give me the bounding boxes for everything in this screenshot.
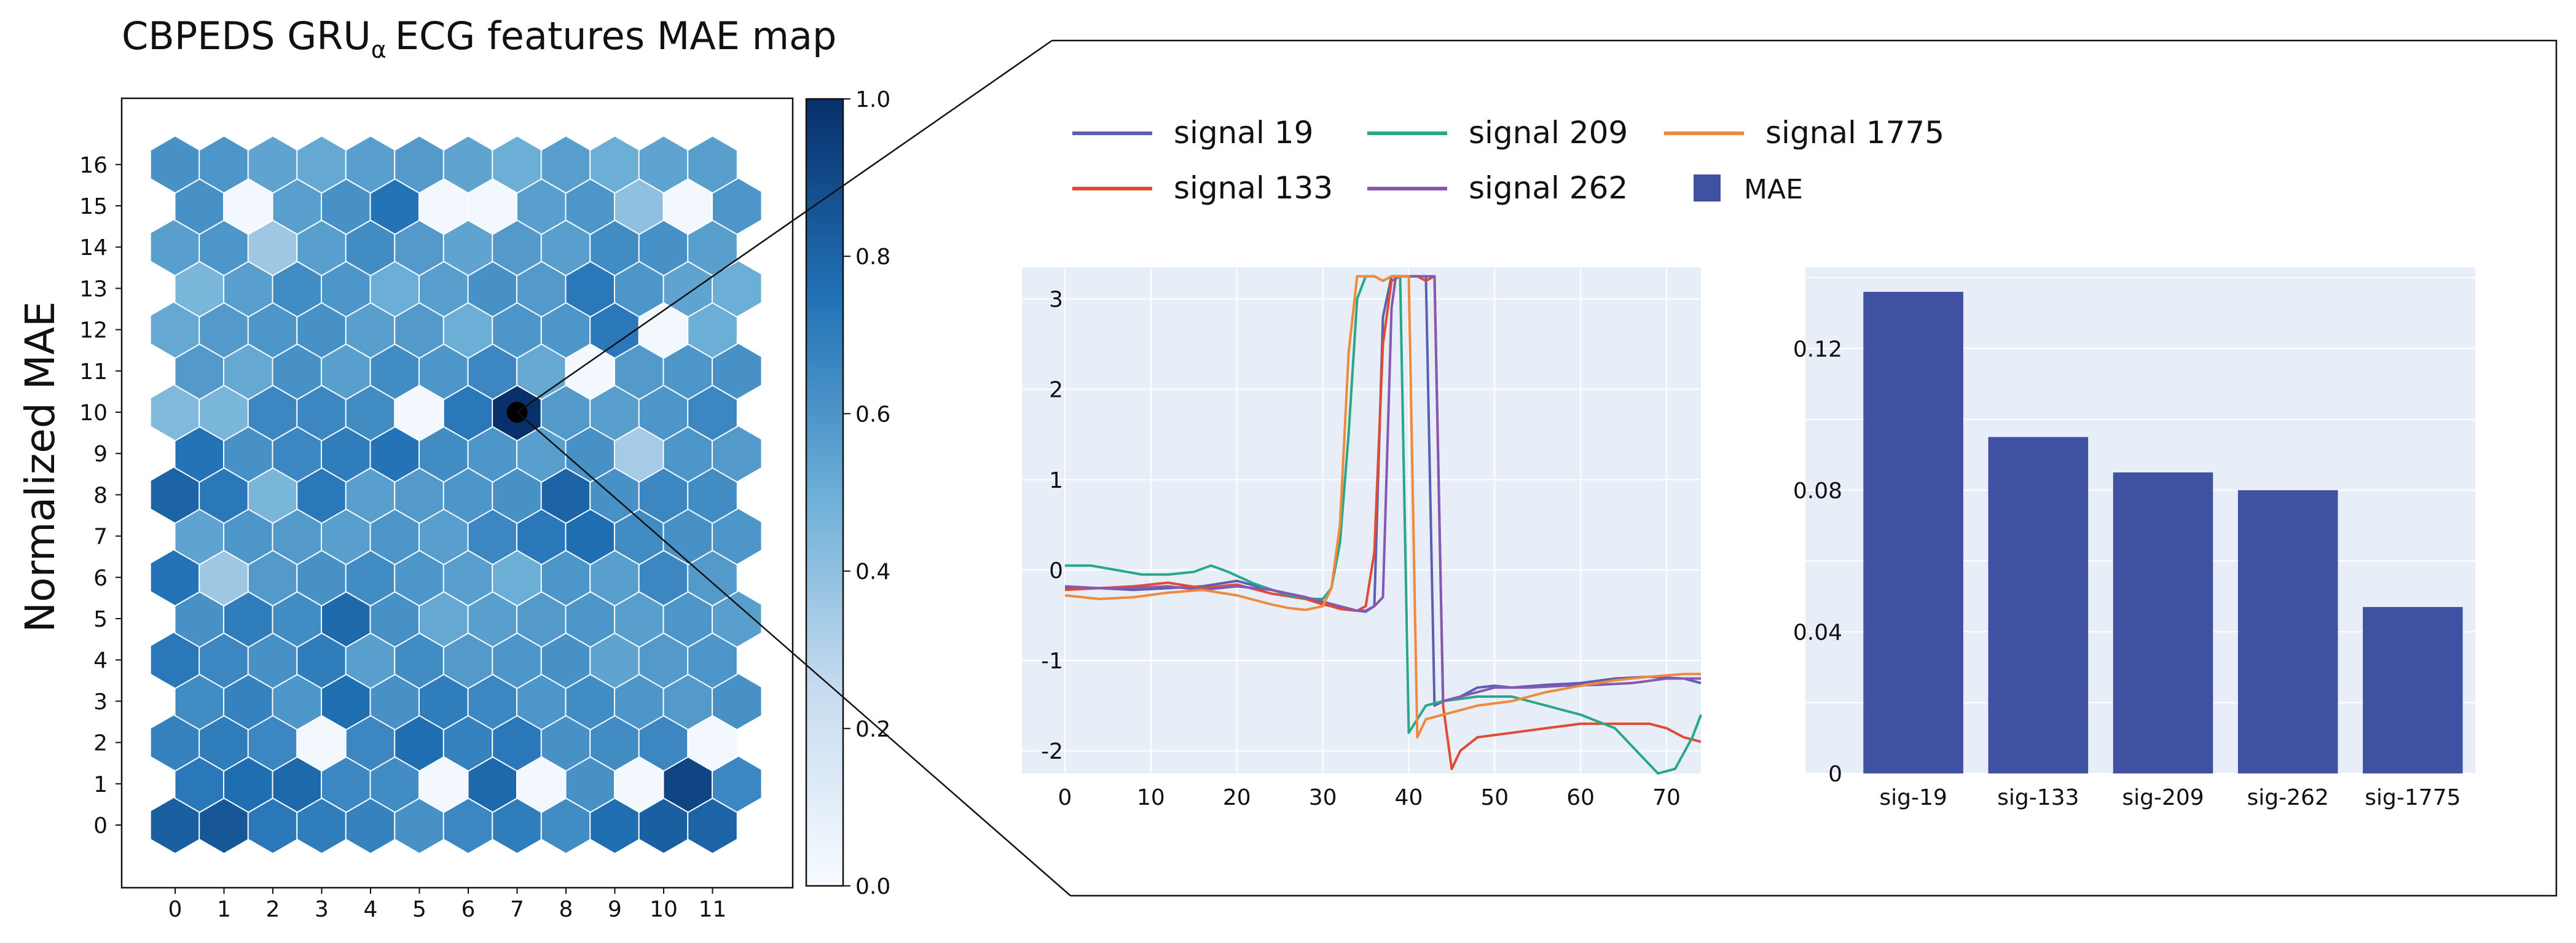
- hm-xtick-label: 4: [364, 897, 378, 922]
- legend: signal 19 signal 209 signal 1775 signal 133…: [1072, 115, 1944, 206]
- heatmap-x-ticks: 0 1 2 3 4 5 6 7 8 9 10 11: [168, 888, 727, 922]
- line-ytick-label: -2: [1041, 739, 1063, 764]
- line-xtick-label: 0: [1058, 785, 1072, 810]
- hm-ytick-label: 7: [93, 525, 108, 550]
- hm-xtick-label: 1: [217, 897, 231, 922]
- cb-tick-label: 0.4: [855, 560, 890, 585]
- hm-ytick-label: 5: [93, 607, 108, 632]
- hm-xtick-label: 10: [650, 897, 678, 922]
- cb-tick-label: 0.8: [855, 245, 890, 270]
- legend-label: signal 262: [1469, 170, 1628, 206]
- bar-chart-bars: [1863, 292, 2463, 773]
- callout-line-top: [516, 39, 1053, 413]
- bar-sig-19: [1863, 292, 1963, 773]
- hm-ytick-label: 13: [79, 276, 108, 302]
- line-chart-grid: [1022, 267, 1701, 773]
- hm-xtick-label: 0: [168, 897, 183, 922]
- legend-label: signal 209: [1469, 115, 1628, 151]
- hm-ytick-label: 1: [93, 772, 108, 797]
- line-chart-x-ticks: 0 10 20 30 40 50 60 70: [1058, 785, 1681, 810]
- line-xtick-label: 30: [1309, 785, 1337, 810]
- bar-xtick-label: sig-133: [1997, 785, 2079, 810]
- bar-xtick-label: sig-209: [2122, 785, 2204, 810]
- bar-ytick-label: 0.04: [1793, 620, 1842, 645]
- hm-xtick-label: 7: [510, 897, 524, 922]
- cb-tick-label: 0.2: [855, 717, 890, 742]
- heatmap-title: CBPEDS GRUα ECG features MAE map: [122, 14, 836, 63]
- hm-ytick-label: 11: [79, 359, 108, 385]
- legend-entry: signal 19: [1072, 115, 1313, 151]
- line-xtick-label: 10: [1137, 785, 1165, 810]
- line-xtick-label: 70: [1652, 785, 1681, 810]
- hm-ytick-label: 10: [79, 401, 108, 426]
- line-xtick-label: 50: [1480, 785, 1509, 810]
- legend-entry: signal 209: [1367, 115, 1628, 151]
- legend-entry: signal 133: [1072, 170, 1333, 206]
- line-chart-area: [1022, 267, 1701, 773]
- bar-sig-133: [1988, 437, 2089, 773]
- hm-ytick-label: 12: [79, 318, 108, 343]
- heatmap-frame: [120, 97, 794, 889]
- hm-ytick-label: 9: [93, 442, 108, 467]
- bar-ytick-label: 0.08: [1793, 479, 1842, 504]
- hm-ytick-label: 3: [93, 689, 108, 714]
- cb-tick-label: 0.0: [855, 874, 890, 899]
- series-signal-1775: [1064, 275, 1701, 739]
- bar-sig-1775: [2363, 607, 2463, 773]
- bar-chart-x-ticks: sig-19 sig-133 sig-209 sig-262 sig-1775: [1879, 785, 2460, 810]
- line-xtick-label: 60: [1566, 785, 1595, 810]
- heatmap-ylabel: Normalized MAE: [17, 301, 64, 632]
- cb-tick-label: 1.0: [855, 87, 890, 112]
- hm-xtick-label: 9: [608, 897, 622, 922]
- line-ytick-label: 0: [1049, 558, 1063, 584]
- bar-sig-209: [2113, 472, 2213, 773]
- callout-frame: [1052, 39, 2558, 897]
- legend-entry: signal 262: [1367, 170, 1628, 206]
- legend-box-swatch: [1694, 174, 1721, 202]
- line-ytick-label: 1: [1049, 468, 1063, 493]
- line-ytick-label: 2: [1049, 378, 1063, 403]
- hm-ytick-label: 14: [79, 235, 108, 260]
- legend-label: signal 133: [1174, 170, 1333, 206]
- line-xtick-label: 20: [1223, 785, 1251, 810]
- legend-label: signal 19: [1174, 115, 1313, 151]
- line-chart-series: [1064, 275, 1702, 775]
- bar-xtick-label: sig-19: [1879, 785, 1947, 810]
- hm-xtick-label: 11: [699, 897, 727, 922]
- hm-ytick-label: 15: [79, 194, 108, 219]
- bar-ytick-label: 0: [1828, 762, 1842, 787]
- line-xtick-label: 40: [1395, 785, 1423, 810]
- hm-ytick-label: 8: [93, 483, 108, 508]
- callout-line-bottom: [516, 412, 1071, 896]
- hex-cell-11-16: [687, 135, 738, 194]
- hm-xtick-label: 6: [461, 897, 476, 922]
- bar-xtick-label: sig-1775: [2365, 785, 2460, 810]
- hm-ytick-label: 6: [93, 566, 108, 591]
- line-chart-y-ticks: -2 -1 0 1 2 3: [1041, 288, 1063, 765]
- line-ytick-label: 3: [1049, 288, 1063, 313]
- legend-label: MAE: [1744, 174, 1803, 205]
- colorbar-ticks: 0.0 0.2 0.4 0.6 0.8 1.0: [843, 87, 890, 899]
- cb-tick-label: 0.6: [855, 402, 890, 427]
- hm-ytick-label: 0: [93, 813, 108, 839]
- hm-xtick-label: 2: [266, 897, 280, 922]
- hex-grid: [149, 135, 763, 855]
- hm-ytick-label: 2: [93, 731, 108, 756]
- bar-chart-y-ticks: 0 0.04 0.08 0.12: [1793, 337, 1842, 787]
- hm-ytick-label: 16: [79, 153, 108, 178]
- bar-sig-262: [2237, 490, 2338, 773]
- bar-ytick-label: 0.12: [1793, 337, 1842, 362]
- hm-xtick-label: 5: [412, 897, 426, 922]
- bar-xtick-label: sig-262: [2247, 785, 2329, 810]
- hm-ytick-label: 4: [93, 648, 108, 673]
- legend-entry: MAE: [1694, 174, 1803, 205]
- hm-xtick-label: 8: [559, 897, 573, 922]
- hm-xtick-label: 3: [315, 897, 329, 922]
- legend-entry: signal 1775: [1664, 115, 1944, 151]
- line-ytick-label: -1: [1041, 649, 1063, 674]
- legend-label: signal 1775: [1765, 115, 1944, 151]
- colorbar: [805, 98, 844, 887]
